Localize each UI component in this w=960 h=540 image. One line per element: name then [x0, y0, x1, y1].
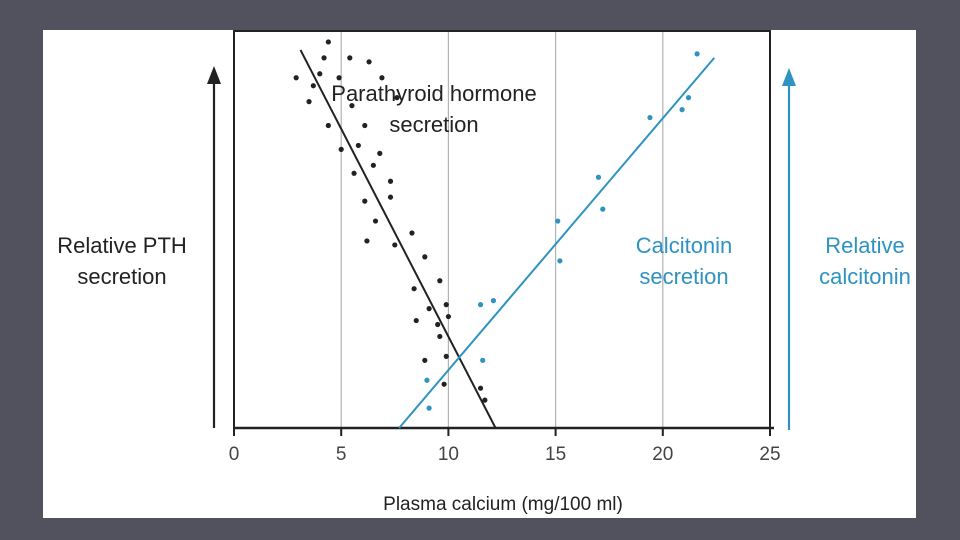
pth-data-point — [387, 194, 394, 200]
pth-data-point — [370, 162, 376, 168]
calcitonin-data-point — [600, 206, 606, 212]
pth-data-point — [351, 170, 357, 176]
x-axis-title: Plasma calcium (mg/100 ml) — [383, 494, 623, 515]
slide: 0 5 10 15 20 25 Relative PTH secretion Relati… — [43, 30, 916, 518]
calcitonin-data-point — [555, 218, 561, 224]
pth-data-point — [310, 83, 316, 89]
x-tick-label: 0 — [229, 444, 240, 465]
calcitonin-data-point — [647, 114, 653, 121]
pth-data-point — [413, 317, 419, 324]
calcitonin-data-point — [477, 302, 484, 308]
calcitonin-data-point — [490, 298, 497, 304]
chart-svg: 0 5 10 15 20 25 — [207, 30, 796, 465]
calcitonin-series-label: Calcitonin secretion — [635, 233, 733, 289]
pth-data-point — [441, 381, 447, 387]
calcitonin-data-point — [685, 95, 692, 101]
pth-data-point — [477, 385, 484, 391]
pth-data-point — [349, 103, 355, 109]
pth-data-point — [362, 122, 368, 129]
calcitonin-trend-line — [398, 57, 716, 429]
pth-data-point — [443, 353, 449, 359]
pth-series-label: Parathyroid hormone secretion — [331, 81, 537, 137]
pth-data-point — [325, 122, 331, 129]
x-tick-label: 5 — [336, 444, 347, 465]
pth-data-point — [293, 75, 299, 81]
pth-data-point — [392, 242, 398, 248]
pth-data-point — [317, 71, 323, 77]
calcitonin-data-point — [694, 51, 700, 57]
calcitonin-data-point — [595, 174, 602, 180]
x-tick-label: 25 — [759, 444, 780, 465]
pth-data-point — [377, 150, 383, 156]
calcitonin-arrow-head — [782, 68, 796, 86]
left-axis-label: Relative PTH secretion — [57, 233, 187, 289]
pth-data-point — [338, 146, 344, 152]
pth-data-point — [379, 75, 385, 81]
pth-data-point — [445, 313, 451, 320]
pth-data-point — [325, 39, 331, 45]
pth-data-point — [347, 55, 353, 61]
pth-trend-line — [299, 49, 497, 429]
x-tick-label: 15 — [545, 444, 566, 465]
pth-data-point — [482, 397, 488, 403]
pth-data-point — [422, 357, 428, 363]
x-tick-label: 20 — [652, 444, 673, 465]
pth-data-point — [394, 95, 400, 101]
pth-data-point — [364, 238, 370, 244]
pth-data-point — [321, 55, 327, 61]
pth-data-point — [362, 198, 368, 204]
calcitonin-data-point — [557, 258, 563, 264]
pth-data-point — [366, 59, 372, 65]
calcitonin-data-point — [426, 405, 432, 411]
x-tick-label: 10 — [438, 444, 459, 465]
calcitonin-data-point — [480, 357, 486, 363]
calcitonin-data-point — [679, 107, 685, 113]
pth-data-point — [426, 306, 432, 312]
pth-data-point — [437, 278, 443, 284]
pth-data-point — [411, 286, 417, 292]
calcitonin-data-point — [424, 377, 430, 383]
pth-arrow-head — [207, 66, 221, 84]
pth-data-point — [422, 254, 428, 260]
pth-data-point — [435, 321, 441, 328]
pth-data-point — [437, 333, 443, 340]
pth-data-point — [387, 178, 394, 184]
pth-data-point — [372, 218, 379, 224]
pth-data-point — [443, 302, 449, 308]
pth-data-point — [355, 142, 361, 149]
pth-data-point — [336, 75, 342, 81]
pth-data-point — [409, 230, 415, 236]
pth-data-point — [306, 99, 312, 105]
right-axis-label: Relative calcitonin — [819, 233, 911, 289]
